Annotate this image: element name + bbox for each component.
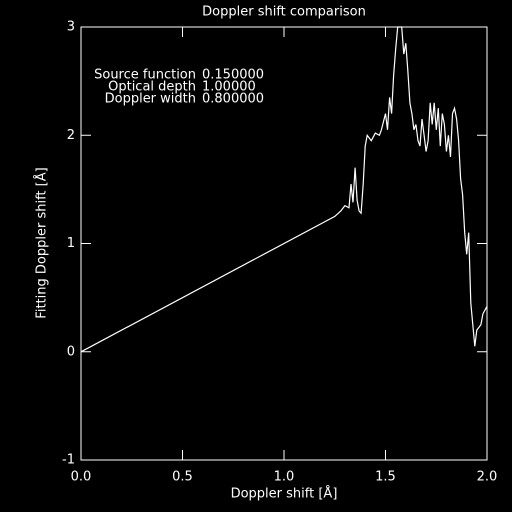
y-axis-label: Fitting Doppler shift [Å] [34, 167, 50, 318]
data-line [80, 26, 488, 353]
x-tick-label: 1.0 [274, 470, 295, 485]
x-tick-label: 0.5 [172, 470, 193, 485]
annotation-value: 0.800000 [202, 92, 264, 107]
annotation-label: Source function [94, 68, 196, 83]
x-tick-label: 2.0 [477, 470, 498, 485]
annotation-value: 1.00000 [202, 80, 256, 95]
y-tick-label: 0 [67, 344, 75, 359]
y-tick-label: 3 [67, 20, 75, 35]
x-tick-label: 0.0 [71, 470, 92, 485]
y-tick-label: 1 [67, 236, 75, 251]
annotation-label: Optical depth [108, 80, 196, 95]
annotation-label: Doppler width [105, 92, 196, 107]
x-tick-label: 1.5 [375, 470, 396, 485]
y-tick-label: -1 [62, 453, 75, 468]
chart-title: Doppler shift comparison [202, 5, 366, 20]
y-tick-label: 2 [67, 128, 75, 143]
annotation-value: 0.150000 [202, 68, 264, 83]
x-axis-label: Doppler shift [Å] [231, 486, 338, 502]
